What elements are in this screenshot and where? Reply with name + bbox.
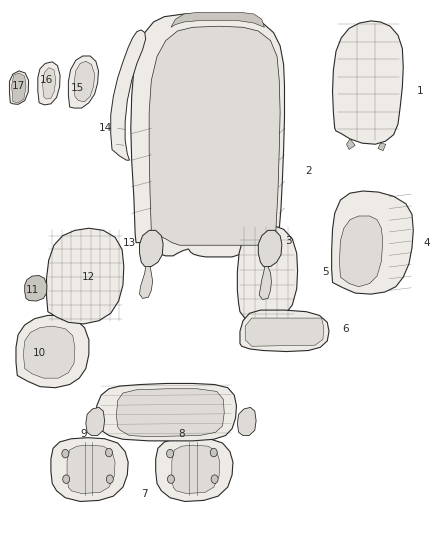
Text: 8: 8: [179, 429, 185, 439]
Polygon shape: [259, 266, 272, 300]
Text: 16: 16: [40, 76, 53, 85]
Text: 10: 10: [32, 348, 46, 358]
Text: 15: 15: [71, 83, 84, 93]
Polygon shape: [67, 445, 115, 494]
Polygon shape: [117, 389, 224, 437]
Polygon shape: [111, 30, 146, 160]
Polygon shape: [23, 326, 75, 378]
Circle shape: [211, 475, 218, 483]
Text: 7: 7: [141, 489, 148, 499]
Polygon shape: [12, 73, 26, 103]
Text: 3: 3: [286, 236, 292, 246]
Polygon shape: [258, 230, 282, 266]
Polygon shape: [332, 191, 413, 294]
Circle shape: [167, 475, 174, 483]
Text: 2: 2: [305, 166, 312, 176]
Polygon shape: [346, 139, 355, 150]
Text: 4: 4: [423, 238, 430, 247]
Polygon shape: [155, 438, 233, 502]
Text: 6: 6: [343, 324, 349, 334]
Polygon shape: [86, 407, 105, 435]
Polygon shape: [378, 143, 386, 151]
Polygon shape: [96, 383, 237, 441]
Polygon shape: [25, 276, 47, 301]
Circle shape: [210, 448, 217, 457]
Text: 14: 14: [99, 123, 112, 133]
Polygon shape: [16, 316, 89, 387]
Polygon shape: [51, 438, 128, 502]
Polygon shape: [245, 318, 324, 346]
Circle shape: [106, 448, 113, 457]
Text: 5: 5: [323, 267, 329, 277]
Polygon shape: [332, 21, 403, 144]
Text: 13: 13: [123, 238, 136, 247]
Circle shape: [166, 449, 173, 458]
Polygon shape: [171, 12, 265, 27]
Text: 11: 11: [26, 286, 39, 295]
Polygon shape: [339, 216, 383, 287]
Polygon shape: [237, 225, 297, 324]
Circle shape: [106, 475, 113, 483]
Polygon shape: [46, 228, 124, 324]
Text: 9: 9: [80, 429, 87, 439]
Circle shape: [62, 449, 69, 458]
Polygon shape: [42, 68, 56, 99]
Polygon shape: [10, 71, 28, 104]
Polygon shape: [38, 62, 60, 105]
Text: 17: 17: [11, 81, 25, 91]
Text: 1: 1: [417, 86, 423, 96]
Polygon shape: [149, 26, 280, 245]
Polygon shape: [237, 407, 256, 435]
Polygon shape: [140, 266, 152, 298]
Polygon shape: [74, 61, 95, 102]
Circle shape: [63, 475, 70, 483]
Polygon shape: [131, 14, 285, 257]
Polygon shape: [140, 230, 163, 266]
Polygon shape: [68, 56, 99, 108]
Text: 12: 12: [81, 272, 95, 282]
Polygon shape: [240, 310, 329, 352]
Polygon shape: [172, 445, 220, 494]
